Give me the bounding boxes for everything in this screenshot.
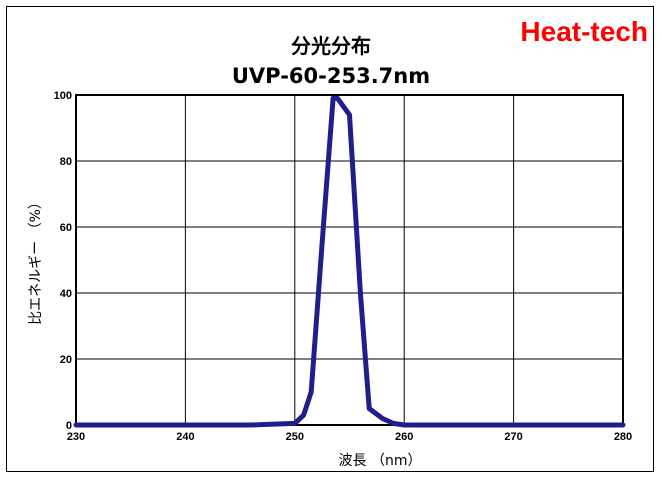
tick-labels: 230 240 250 260 270 280 0 20 40 60 80 100 [54, 90, 633, 443]
grid-lines [76, 95, 623, 425]
chart-subtitle: UVP-60-253.7nm [231, 64, 431, 88]
x-axis-label: 波長 （nm） [339, 453, 422, 469]
y-axis-label: 比エネルギー （%） [28, 195, 44, 325]
x-tick-label: 230 [67, 431, 85, 443]
y-tick-label: 0 [66, 420, 72, 432]
x-tick-label: 280 [614, 431, 632, 443]
y-tick-label: 20 [60, 354, 72, 366]
y-tick-label: 60 [60, 222, 72, 234]
x-tick-label: 270 [504, 431, 522, 443]
x-tick-label: 250 [286, 431, 304, 443]
brand-logo-text: Heat-tech [520, 16, 648, 47]
y-tick-label: 80 [60, 156, 72, 168]
y-tick-label: 40 [60, 288, 72, 300]
y-tick-label: 100 [54, 90, 72, 102]
x-tick-label: 240 [176, 431, 194, 443]
x-tick-label: 260 [395, 431, 413, 443]
chart-frame [6, 6, 654, 472]
series-line [73, 95, 626, 428]
plot-area-border [75, 94, 624, 426]
chart-title: 分光分布 [291, 34, 371, 58]
